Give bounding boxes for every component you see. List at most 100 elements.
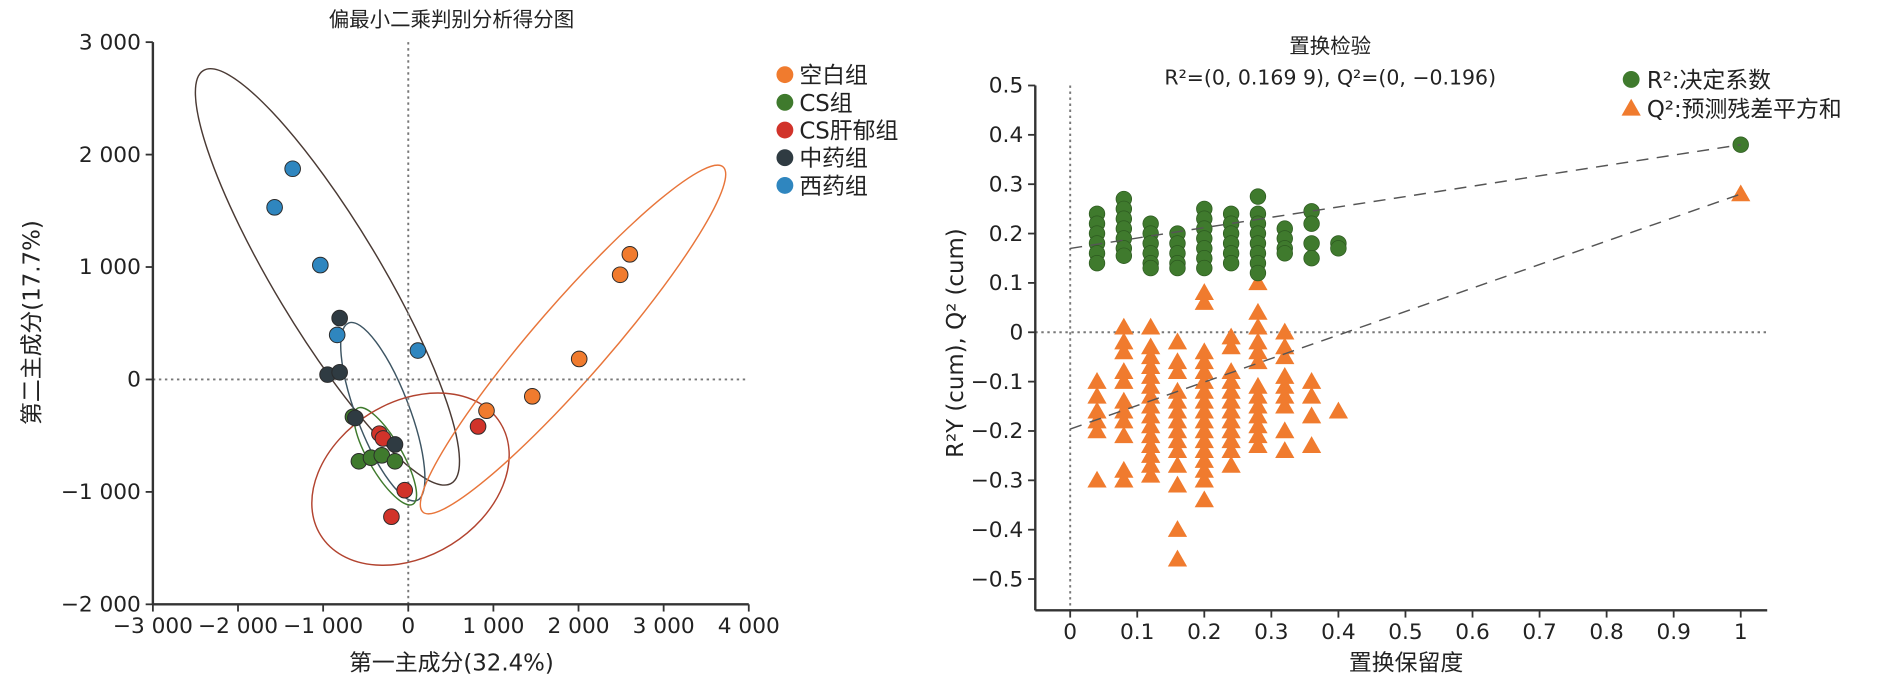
- r2-point: [1222, 254, 1240, 272]
- y-tick-label: 0: [127, 368, 141, 393]
- q2-point: [1194, 362, 1214, 379]
- x-tick-label: 3 000: [633, 614, 695, 639]
- x-tick-label: 0: [1063, 620, 1077, 645]
- data-point: [312, 256, 329, 274]
- q2-point: [1194, 381, 1214, 399]
- x-tick-label: 0.7: [1522, 620, 1556, 645]
- q2-point: [1194, 441, 1214, 458]
- q2-point: [1114, 411, 1134, 429]
- r2-point: [1115, 247, 1133, 264]
- q2-point: [1167, 362, 1188, 379]
- left-axes: −3 000 −2 000 −1 000 0 1 000 2 000 3 000 4 0003…: [61, 30, 780, 639]
- y-tick-label: 1 000: [79, 255, 141, 280]
- left-title: 偏最小二乘判别分析得分图: [329, 7, 574, 31]
- legend-label: 中药组: [799, 146, 868, 172]
- legend-marker: [776, 121, 794, 139]
- q2-point: [1194, 460, 1214, 478]
- q2-point: [1248, 406, 1268, 424]
- data-point: [266, 199, 283, 216]
- q2-point: [1221, 411, 1241, 429]
- q2-point: [1275, 337, 1295, 355]
- r2-point: [1276, 245, 1293, 262]
- x-tick-label: 0.8: [1589, 620, 1623, 645]
- q2-point: [1167, 421, 1188, 439]
- right-axes: 0 0.1 0.2 0.3 0.4 0.5 0.6 0.7 0.8 0.9 1 0.5 0.4 0.3 0.…: [971, 74, 1768, 645]
- q2-regression-line: [1069, 193, 1741, 430]
- ellipse-xiyao: [194, 67, 461, 486]
- q2-point: [1301, 371, 1322, 389]
- left-points: [266, 160, 639, 526]
- confidence-ellipses: [194, 67, 727, 566]
- q2-point: [1167, 475, 1188, 493]
- q2-point: [1221, 441, 1241, 458]
- data-point: [396, 481, 413, 499]
- q2-point: [1114, 391, 1134, 409]
- data-point: [386, 453, 404, 470]
- q2-point: [1167, 411, 1188, 429]
- q2-point: [1301, 436, 1322, 454]
- q2-point: [1087, 371, 1107, 389]
- q2-point: [1275, 347, 1295, 365]
- q2-point: [1248, 386, 1268, 404]
- q2-point: [1141, 376, 1161, 394]
- q2-point: [1167, 381, 1188, 399]
- q2-point: [1275, 441, 1295, 458]
- right-title: 置换检验: [1289, 34, 1371, 58]
- r2-point: [1303, 215, 1320, 232]
- y-tick-label: 0.1: [989, 271, 1023, 296]
- left-ylabel: 第二主成分(17.7%): [20, 220, 46, 425]
- x-tick-label: 0: [401, 614, 415, 639]
- q2-point: [1167, 332, 1188, 350]
- q2-point: [1194, 431, 1214, 449]
- q2-point: [1141, 455, 1161, 473]
- q2-point: [1301, 406, 1322, 424]
- legend-marker: [1622, 71, 1640, 88]
- legend-label: CS组: [799, 91, 852, 117]
- right-ylabel: R²Y (cum), Q² (cum): [943, 228, 969, 458]
- q2-point: [1248, 396, 1268, 414]
- q2-point: [1141, 367, 1161, 384]
- legend-label: Q²:预测残差平方和: [1647, 97, 1842, 123]
- q2-point: [1194, 401, 1214, 419]
- q2-point: [1221, 371, 1241, 389]
- q2-point: [1167, 401, 1188, 419]
- data-point: [383, 508, 400, 526]
- legend-label: 空白组: [799, 63, 868, 89]
- legend-label: R²:决定系数: [1647, 68, 1771, 94]
- q2-point: [1114, 371, 1134, 389]
- q2-point: [1275, 367, 1295, 384]
- q2-point: [1141, 396, 1161, 414]
- right-legend: R²:决定系数 Q²:预测残差平方和: [1621, 68, 1842, 123]
- pls-da-score-plot: 偏最小二乘判别分析得分图 −3 000 −2 000 −1 000 0 1 000 2 0…: [20, 7, 899, 676]
- q2-point: [1087, 401, 1107, 419]
- r2-point: [1088, 254, 1106, 272]
- q2-point: [1248, 426, 1268, 444]
- legend-marker: [776, 93, 794, 111]
- q2-point: [1114, 332, 1134, 350]
- x-tick-label: −1 000: [283, 614, 363, 639]
- q2-point: [1248, 302, 1268, 320]
- data-point: [523, 388, 541, 405]
- q2-point: [1167, 352, 1188, 370]
- y-tick-label: 0.3: [989, 172, 1023, 197]
- legend-marker: [776, 66, 794, 84]
- data-point: [347, 409, 364, 427]
- y-tick-label: −2 000: [61, 593, 141, 618]
- y-tick-label: 2 000: [79, 143, 141, 168]
- q2-point: [1194, 391, 1214, 409]
- y-tick-label: −0.3: [971, 469, 1024, 494]
- q2-point: [1167, 431, 1188, 449]
- q2-point: [1221, 327, 1241, 345]
- right-xlabel: 置换保留度: [1349, 651, 1463, 677]
- q2-point: [1221, 381, 1241, 399]
- r2-point: [1303, 235, 1320, 252]
- r2-point: [1303, 250, 1320, 267]
- ellipse-zhongyao: [339, 321, 426, 502]
- data-point: [478, 402, 495, 420]
- q2-point: [1275, 322, 1295, 340]
- data-point: [386, 436, 404, 453]
- r2-point: [1249, 264, 1267, 282]
- q2-point: [1141, 347, 1161, 365]
- q2-point: [1248, 376, 1268, 394]
- q2-point: [1087, 470, 1107, 488]
